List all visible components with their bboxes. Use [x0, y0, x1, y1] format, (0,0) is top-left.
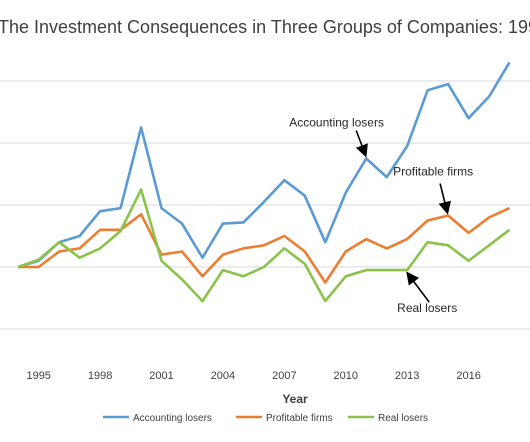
- annotation-arrow: [406, 271, 430, 303]
- x-tick-labels: 1995 1998 2001 2004 2007 2010 2013 2016: [26, 370, 480, 382]
- series-line-0: [17, 61, 511, 269]
- annotation-label: Accounting losers: [289, 116, 384, 130]
- annotation-label: Real losers: [397, 301, 457, 315]
- chart-title: The Investment Consequences in Three Gro…: [0, 17, 530, 37]
- x-tick-label: 2013: [395, 370, 419, 382]
- x-tick-label: 2001: [149, 370, 173, 382]
- legend-label: Real losers: [378, 413, 428, 424]
- annotations: Accounting losers Profitable firms Real lo…: [289, 116, 473, 316]
- x-tick-label: 2007: [272, 370, 296, 382]
- x-tick-label: 2010: [334, 370, 358, 382]
- x-tick-label: 2016: [456, 370, 480, 382]
- x-tick-label: 1995: [26, 370, 50, 382]
- legend-label: Profitable firms: [266, 413, 333, 424]
- annotation-label: Profitable firms: [393, 165, 473, 179]
- series-lines: [17, 61, 511, 303]
- annotation-arrow: [438, 183, 451, 215]
- x-tick-label: 2004: [211, 370, 235, 382]
- x-axis-title: Year: [282, 392, 308, 406]
- series-line-2: [17, 188, 511, 303]
- legend: Accounting losers Profitable firms Real lo…: [103, 413, 428, 424]
- gridlines: [0, 80, 530, 330]
- legend-label: Accounting losers: [133, 413, 212, 424]
- series-line-1: [18, 206, 511, 284]
- annotation-arrow: [355, 130, 368, 158]
- x-tick-label: 1998: [88, 370, 112, 382]
